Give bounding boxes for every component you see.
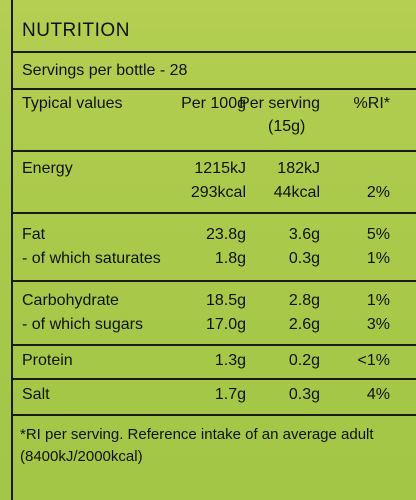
title: NUTRITION: [22, 20, 130, 41]
nutrient-value: 18.5g: [205, 292, 246, 309]
nutrient-value: 3.6g: [288, 226, 320, 243]
divider: [12, 378, 416, 380]
nutrient-label: Salt: [22, 386, 50, 403]
nutrient-label: Energy: [22, 160, 73, 177]
divider: [12, 150, 416, 152]
divider: [12, 414, 416, 416]
nutrient-value: 23.8g: [205, 226, 246, 243]
nutrient-value: 17.0g: [205, 316, 246, 333]
nutrient-value: 1%: [366, 292, 390, 309]
nutrient-label: Carbohydrate: [22, 292, 119, 309]
nutrient-value: 5%: [366, 226, 390, 243]
nutrient-label: Protein: [22, 352, 73, 369]
servings: Servings per bottle - 28: [22, 62, 188, 79]
nutrient-value: <1%: [357, 352, 390, 369]
nutrient-value: 0.3g: [288, 386, 320, 403]
nutrient-value: 293kcal: [190, 184, 246, 201]
divider: [12, 280, 416, 282]
nutrient-label: Fat: [22, 226, 46, 243]
nutrient-value: 2.8g: [288, 292, 320, 309]
nutrient-value: 1215kJ: [194, 160, 246, 177]
nutrient-value: 1.8g: [214, 250, 246, 267]
nutrient-value: 44kcal: [273, 184, 320, 201]
divider: [12, 51, 416, 53]
divider: [12, 344, 416, 346]
nutrient-value: 2%: [366, 184, 390, 201]
column-header-sub: (15g): [268, 118, 306, 135]
border-left: [11, 0, 13, 500]
nutrient-label: - of which sugars: [22, 316, 143, 333]
footnote: *RI per serving. Reference intake of an …: [20, 426, 374, 443]
footnote: (8400kJ/2000kcal): [20, 448, 143, 465]
nutrient-value: 2.6g: [288, 316, 320, 333]
nutrient-value: 0.2g: [288, 352, 320, 369]
nutrient-value: 1.3g: [214, 352, 246, 369]
nutrient-value: 1%: [366, 250, 390, 267]
divider: [12, 212, 416, 214]
column-header: Typical values: [22, 95, 123, 112]
nutrient-label: - of which saturates: [22, 250, 161, 267]
nutrient-value: 1.7g: [214, 386, 246, 403]
column-header: Per 100g: [181, 95, 246, 112]
nutrient-value: 3%: [366, 316, 390, 333]
nutrient-value: 0.3g: [288, 250, 320, 267]
nutrient-value: 182kJ: [277, 160, 320, 177]
divider: [12, 88, 416, 90]
nutrient-value: 4%: [366, 386, 390, 403]
column-header: %RI*: [353, 95, 390, 112]
column-header: Per serving: [239, 95, 320, 112]
